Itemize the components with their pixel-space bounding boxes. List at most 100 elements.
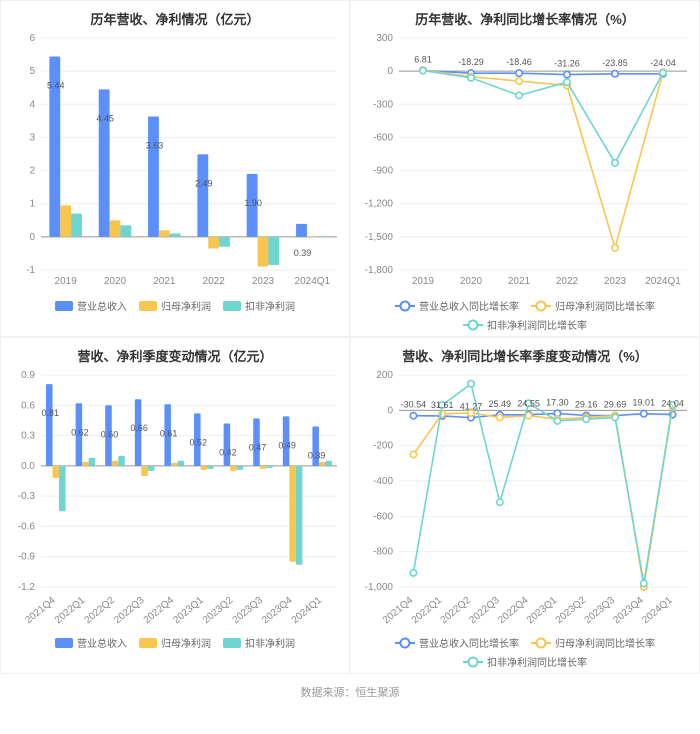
- svg-text:0: 0: [387, 66, 393, 77]
- svg-text:0.39: 0.39: [308, 450, 326, 460]
- svg-text:25.49: 25.49: [489, 399, 512, 409]
- legend-swatch-bar: [223, 301, 241, 311]
- panel-bottom-left: 营收、净利季度变动情况（亿元） -1.2-0.9-0.6-0.30.00.30.…: [0, 337, 350, 674]
- svg-text:29.16: 29.16: [575, 399, 598, 409]
- svg-text:24.04: 24.04: [661, 399, 684, 409]
- legend-label: 扣非净利润: [245, 635, 295, 650]
- svg-text:2023Q2: 2023Q2: [554, 595, 589, 627]
- svg-text:3.63: 3.63: [146, 141, 164, 151]
- svg-text:2024Q1: 2024Q1: [640, 595, 675, 627]
- svg-text:-1.2: -1.2: [18, 582, 36, 593]
- svg-text:2021Q4: 2021Q4: [23, 595, 58, 627]
- legend-item: 营业总收入同比增长率: [395, 298, 519, 313]
- legend-swatch-bar: [55, 301, 73, 311]
- svg-text:2020: 2020: [460, 276, 483, 287]
- svg-text:19.01: 19.01: [633, 398, 656, 408]
- legend-swatch-bar: [139, 638, 157, 648]
- legend-label: 归母净利润: [161, 635, 211, 650]
- svg-text:2022Q3: 2022Q3: [467, 595, 502, 627]
- legend: 营业总收入同比增长率归母净利润同比增长率扣非净利润同比增长率: [355, 298, 695, 332]
- svg-text:-600: -600: [373, 511, 393, 522]
- svg-text:2023: 2023: [252, 276, 275, 287]
- svg-text:2022Q1: 2022Q1: [410, 595, 445, 627]
- svg-text:0.81: 0.81: [42, 408, 60, 418]
- svg-text:41.27: 41.27: [460, 402, 483, 412]
- legend-item: 扣非净利润: [223, 635, 295, 650]
- svg-text:200: 200: [376, 371, 393, 381]
- legend-item: 归母净利润: [139, 298, 211, 313]
- svg-text:2022Q1: 2022Q1: [53, 595, 88, 627]
- svg-text:-300: -300: [373, 99, 393, 110]
- legend-swatch-bar: [55, 638, 73, 648]
- svg-text:29.69: 29.69: [604, 400, 627, 410]
- svg-text:0.6: 0.6: [21, 400, 35, 411]
- svg-text:2023Q4: 2023Q4: [260, 595, 295, 627]
- svg-text:300: 300: [376, 34, 393, 44]
- svg-text:-0.3: -0.3: [18, 491, 36, 502]
- svg-text:-400: -400: [373, 476, 393, 487]
- legend-swatch-line: [463, 324, 483, 326]
- svg-text:-18.29: -18.29: [458, 57, 484, 67]
- svg-text:4.45: 4.45: [96, 113, 114, 123]
- svg-text:6.81: 6.81: [414, 54, 432, 64]
- svg-text:0: 0: [29, 232, 35, 243]
- svg-text:2021: 2021: [153, 276, 176, 287]
- svg-text:2019: 2019: [55, 276, 78, 287]
- svg-text:-900: -900: [373, 166, 393, 177]
- svg-text:2023Q1: 2023Q1: [525, 595, 560, 627]
- svg-text:0.62: 0.62: [71, 427, 89, 437]
- legend-label: 营业总收入同比增长率: [419, 635, 519, 650]
- svg-text:2023: 2023: [604, 276, 627, 287]
- legend-swatch-line: [531, 642, 551, 644]
- svg-text:-1: -1: [26, 265, 35, 276]
- legend: 营业总收入同比增长率 归母净利润同比增长率扣非净利润同比增长率: [355, 635, 695, 669]
- svg-text:2022Q3: 2022Q3: [112, 595, 147, 627]
- svg-text:3: 3: [29, 132, 35, 143]
- line-chart-quarterly: -1,000-800-600-400-2000200-30.5431.6141.…: [355, 371, 695, 631]
- panel-bottom-right: 营收、净利同比增长率季度变动情况（%） -1,000-800-600-400-2…: [350, 337, 700, 674]
- svg-text:-200: -200: [373, 441, 393, 452]
- chart-title: 历年营收、净利情况（亿元）: [5, 9, 345, 28]
- svg-text:-18.46: -18.46: [506, 57, 532, 67]
- svg-text:0.42: 0.42: [219, 447, 237, 457]
- legend-swatch-line: [463, 661, 483, 663]
- svg-text:-1,000: -1,000: [365, 582, 394, 593]
- legend-item: 归母净利润: [139, 635, 211, 650]
- svg-text:-800: -800: [373, 547, 393, 558]
- legend-label: 扣非净利润同比增长率: [487, 317, 587, 332]
- svg-text:2024Q1: 2024Q1: [290, 595, 325, 627]
- svg-text:-1,200: -1,200: [365, 199, 394, 210]
- svg-text:-23.85: -23.85: [602, 58, 628, 68]
- legend-item: 归母净利润同比增长率: [531, 635, 655, 650]
- svg-text:0.61: 0.61: [160, 428, 178, 438]
- svg-text:4: 4: [29, 99, 35, 110]
- svg-text:2022Q4: 2022Q4: [142, 595, 177, 627]
- legend-label: 扣非净利润同比增长率: [487, 654, 587, 669]
- legend-item: 营业总收入: [55, 635, 127, 650]
- svg-text:0.47: 0.47: [249, 442, 267, 452]
- svg-text:0.9: 0.9: [21, 371, 35, 381]
- line-chart-annual: -1,800-1,500-1,200-900-600-30003006.81-1…: [355, 34, 695, 294]
- svg-text:-1,500: -1,500: [365, 232, 394, 243]
- legend: 营业总收入 归母净利润 扣非净利润: [5, 635, 345, 650]
- svg-text:2022Q2: 2022Q2: [83, 595, 118, 627]
- svg-text:2023Q1: 2023Q1: [171, 595, 206, 627]
- panel-top-right: 历年营收、净利同比增长率情况（%） -1,800-1,500-1,200-900…: [350, 0, 700, 337]
- legend-item: 扣非净利润: [223, 298, 295, 313]
- legend-swatch-bar: [223, 638, 241, 648]
- svg-text:0.49: 0.49: [278, 440, 296, 450]
- svg-text:2022Q2: 2022Q2: [439, 595, 474, 627]
- svg-text:0.60: 0.60: [101, 429, 119, 439]
- svg-text:0.3: 0.3: [21, 431, 35, 442]
- svg-text:2020: 2020: [104, 276, 127, 287]
- legend-label: 归母净利润同比增长率: [555, 635, 655, 650]
- chart-grid: 历年营收、净利情况（亿元） -101234565.444.453.632.491…: [0, 0, 700, 674]
- legend-swatch-line: [395, 305, 415, 307]
- svg-text:-1,800: -1,800: [365, 265, 394, 276]
- data-source-footer: 数据来源：恒生聚源: [0, 674, 700, 714]
- svg-text:0: 0: [387, 405, 393, 416]
- svg-text:2024Q1: 2024Q1: [295, 276, 331, 287]
- svg-text:-0.9: -0.9: [18, 552, 36, 563]
- svg-text:2021: 2021: [508, 276, 531, 287]
- svg-text:31.61: 31.61: [431, 400, 454, 410]
